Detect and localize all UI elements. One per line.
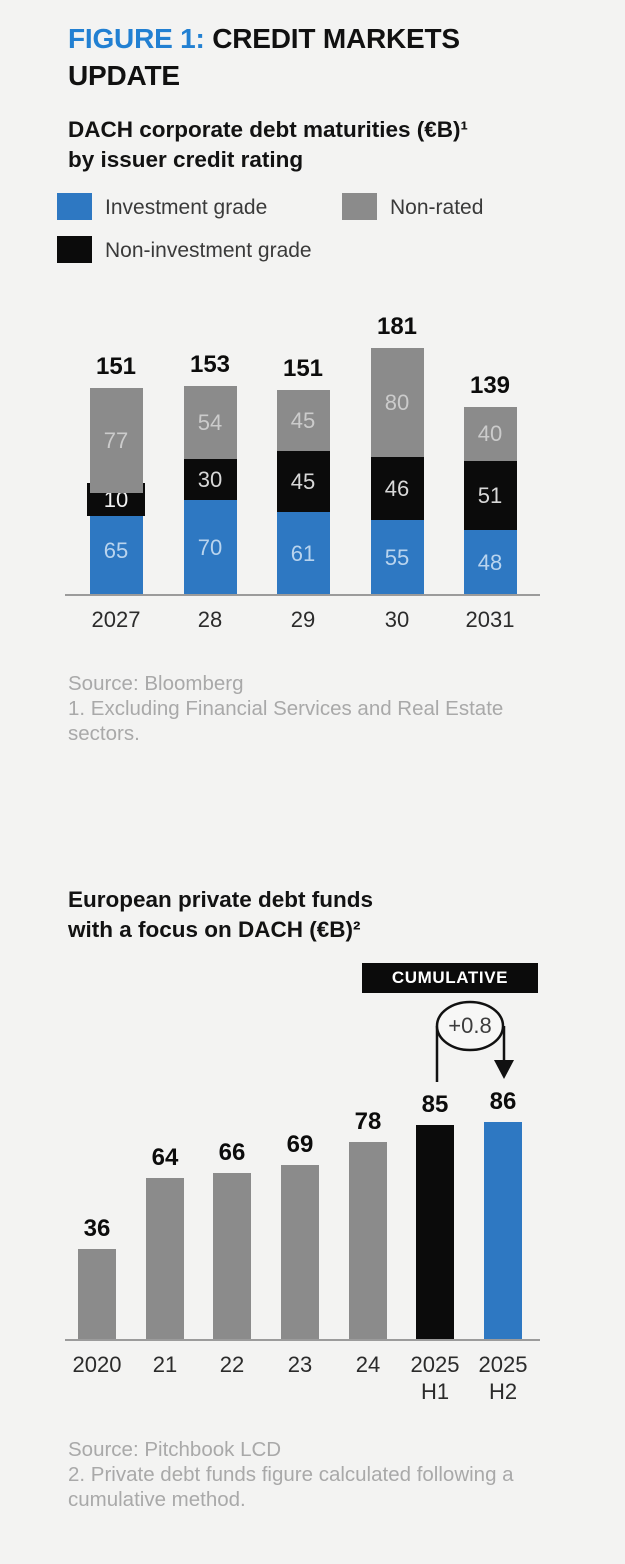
cumulative-badge: CUMULATIVE [362,963,538,993]
bar-2020 [78,1249,116,1340]
chart2-x-tick-label: 2020 [72,1352,122,1377]
figure-title: FIGURE 1: CREDIT MARKETS UPDATE [68,20,543,94]
segment-value-label: 45 [290,407,316,433]
segment-value-label: 40 [477,421,503,446]
chart2-x-tick-label: 21 [152,1352,178,1377]
segment-value-label: 51 [477,482,503,508]
bar-24 [349,1142,387,1340]
bar-segment-non-rated [183,386,237,459]
segment-value-label: 61 [290,540,316,566]
bar-total-label: 181 [376,313,418,340]
delta-annotation-arrow [435,1000,514,1082]
chart2-x-axis [65,1339,540,1341]
bar-total-label: 151 [282,355,324,382]
segment-value-label: 65 [103,538,129,563]
chart1-x-tick-label: 29 [290,607,316,632]
legend-label-non-rated: Non-rated [390,196,484,219]
bar-22 [213,1173,251,1340]
segment-value-label: 48 [477,549,503,575]
segment-value-label: 45 [290,468,316,494]
chart1-x-axis [65,594,540,596]
bar-segment-non-investment-grade [463,461,517,530]
legend-swatch-non-rated [342,193,377,220]
chart2-private-debt-funds: CUMULATIVE +0.8 36 2020 64 21 66 22 69 23 78 24 85… [0,950,625,1430]
legend-swatch-non-investment-grade [57,236,92,263]
bar-segment-non-investment-grade [370,457,424,520]
chart1-footnote: 1. Excluding Financial Services and Real… [68,697,504,745]
chart1-x-tick-label: 30 [384,607,410,632]
chart2-x-tick-label: 2025 H1 [410,1352,460,1404]
bar-total-label: 151 [95,353,137,380]
bar-2025-h1 [416,1125,454,1340]
chart1-title-line2: by issuer credit rating [68,147,304,172]
bar-value-label: 86 [489,1088,517,1115]
legend-label-non-investment-grade: Non-investment grade [105,239,312,262]
chart1-title-line1: DACH corporate debt maturities (€B)¹ [68,117,469,142]
chart2-x-tick-label: 22 [219,1352,245,1377]
chart2-x-tick-label: 2025 H2 [478,1352,528,1404]
bar-segment-investment-grade [183,500,237,595]
bar-segment-non-rated [370,348,424,457]
bar-total-label: 153 [189,351,231,378]
segment-value-label: 70 [197,534,223,560]
legend-swatch-investment-grade [57,193,92,220]
bar-segment-investment-grade [463,530,517,595]
bar-segment-investment-grade [276,512,330,595]
bar-value-label: 78 [354,1108,382,1135]
chart1-source-line1: Source: Bloomberg [68,672,244,695]
segment-value-label: 55 [384,544,410,570]
segment-value-label: 80 [384,389,410,415]
chart2-source-line1: Source: Pitchbook LCD [68,1438,282,1461]
legend-label-investment-grade: Investment grade [105,196,268,219]
figure-label: FIGURE 1: [68,23,205,54]
chart1-source: Source: Bloomberg 1. Excluding Financial… [68,671,580,746]
chart2-x-tick-label: 23 [287,1352,313,1377]
chart2-title: European private debt funds with a focus… [68,885,588,945]
bar-2025-h2 [484,1122,522,1340]
segment-value-label: 77 [103,427,129,453]
bar-value-label: 36 [83,1215,111,1242]
bar-segment-investment-grade [89,507,143,595]
chart1-x-tick-label: 2031 [465,607,515,632]
bar-segment-non-investment-grade [276,451,330,512]
figure-title-text: CREDIT MARKETS UPDATE [68,23,460,91]
bar-23 [281,1165,319,1340]
chart2-source: Source: Pitchbook LCD 2. Private debt fu… [68,1437,608,1512]
chart2-x-tick-label: 24 [355,1352,381,1377]
bar-segment-investment-grade [370,520,424,595]
chart1-title: DACH corporate debt maturities (€B)¹ by … [68,115,588,175]
bar-value-label: 64 [151,1144,179,1171]
bar-segment-non-rated [463,407,517,461]
bar-segment-non-investment-grade [183,459,237,500]
bar-segment-non-rated [276,390,330,451]
chart2-footnote: 2. Private debt funds figure calculated … [68,1463,514,1511]
segment-value-label: 30 [197,466,223,492]
bar-value-label: 85 [421,1091,449,1118]
bar-21 [146,1178,184,1340]
bar-total-label: 139 [469,372,511,399]
bar-value-label: 66 [218,1139,246,1166]
delta-value-label: +0.8 [448,1013,492,1038]
bar-segment-non-rated [89,388,143,493]
bar-value-label: 69 [286,1131,314,1158]
chart1-x-tick-label: 2027 [91,607,141,632]
segment-value-label: 46 [384,475,410,501]
chart1-debt-maturities: 65 10 77 151 2027 70 30 54 153 28 61 45 45 151 29 55 46 8… [0,310,625,655]
segment-value-label: 54 [197,409,223,435]
chart2-title-line2: with a focus on DACH (€B)² [68,917,361,942]
chart1-x-tick-label: 28 [197,607,223,632]
chart2-title-line1: European private debt funds [68,887,374,912]
